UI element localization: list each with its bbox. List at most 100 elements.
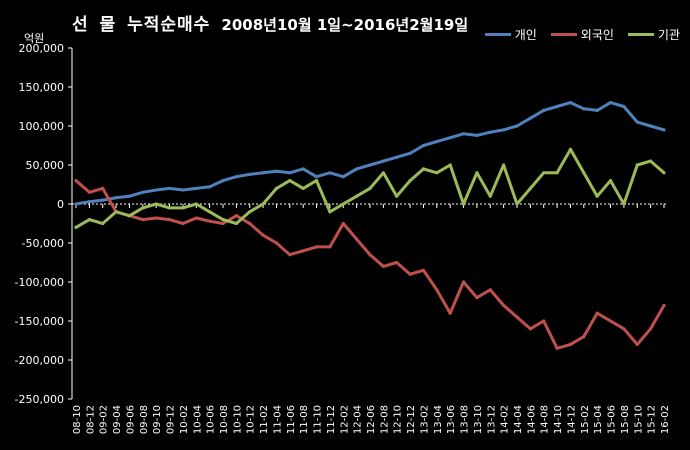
x-tick-label: 11-12 — [326, 405, 337, 434]
data-point — [328, 210, 332, 214]
data-point — [515, 124, 519, 128]
chart-title-period: 2008년10월 1일~2016년2월19일 — [221, 16, 469, 34]
data-point — [141, 218, 145, 222]
data-point — [515, 315, 519, 319]
data-point — [288, 171, 292, 175]
data-point — [208, 219, 212, 223]
data-point — [448, 311, 452, 315]
y-tick-label: -150,000 — [15, 315, 64, 328]
data-point — [114, 210, 118, 214]
data-point — [649, 124, 653, 128]
x-tick-label: 09-10 — [152, 405, 163, 434]
data-point — [194, 216, 198, 220]
data-point — [582, 107, 586, 111]
data-point — [622, 104, 626, 109]
data-point — [87, 190, 91, 194]
data-point — [141, 190, 145, 194]
chart-title: 선 물 누적순매수 2008년10월 1일~2016년2월19일 — [72, 10, 468, 35]
data-point — [381, 171, 385, 175]
data-point — [555, 346, 559, 350]
data-point — [502, 128, 506, 132]
x-tick-label: 14-06 — [526, 405, 537, 434]
x-tick-label: 13-08 — [460, 405, 471, 434]
data-point — [114, 196, 118, 200]
data-point — [461, 132, 466, 136]
data-point — [421, 143, 426, 148]
data-point — [167, 186, 172, 190]
data-point — [395, 155, 399, 159]
data-point — [502, 163, 506, 167]
data-point — [248, 210, 252, 214]
data-point — [515, 202, 519, 206]
x-tick-label: 15-12 — [647, 405, 658, 434]
x-tick-label: 12-06 — [366, 405, 377, 434]
x-tick-label: 14-02 — [500, 405, 511, 434]
data-point — [408, 272, 412, 276]
legend-label-institution: 기관 — [657, 28, 680, 42]
data-point — [74, 202, 78, 206]
data-point — [568, 342, 573, 346]
data-point — [368, 186, 372, 190]
x-tick-label: 12-12 — [406, 405, 417, 434]
x-tick-label: 12-10 — [393, 405, 404, 434]
data-point — [101, 198, 105, 202]
data-point — [475, 171, 479, 175]
data-point — [314, 245, 319, 249]
data-point — [488, 194, 492, 198]
y-tick-label: -250,000 — [15, 393, 64, 406]
data-point — [528, 116, 532, 120]
data-point — [194, 202, 198, 206]
x-tick-label: 10-06 — [206, 405, 217, 434]
data-point — [649, 327, 653, 331]
data-point — [381, 264, 385, 268]
data-point — [301, 249, 305, 253]
x-tick-label: 16-02 — [660, 405, 671, 434]
data-point — [181, 221, 185, 226]
x-tick-label: 15-08 — [620, 405, 631, 434]
data-point — [448, 163, 452, 167]
data-point — [288, 179, 292, 183]
data-point — [328, 245, 332, 249]
data-point — [154, 188, 158, 192]
data-point — [167, 206, 172, 210]
data-point — [635, 342, 639, 346]
data-point — [208, 185, 212, 189]
data-point — [595, 194, 599, 198]
x-tick-label: 11-04 — [272, 405, 283, 434]
x-tick-label: 14-10 — [553, 405, 564, 434]
data-point — [341, 202, 345, 206]
data-point — [194, 186, 198, 190]
legend: 개인 외국인 기관 — [484, 26, 680, 43]
data-point — [368, 163, 372, 167]
x-tick-label: 13-04 — [433, 405, 444, 434]
data-point — [582, 171, 586, 175]
data-point — [221, 221, 225, 226]
y-tick-label: 150,000 — [19, 81, 65, 94]
x-tick-label: 09-04 — [112, 405, 123, 434]
data-point — [461, 202, 466, 206]
x-tick-label: 11-06 — [286, 405, 297, 434]
x-tick-label: 13-02 — [419, 405, 430, 434]
data-point — [274, 169, 279, 173]
data-point — [221, 218, 225, 222]
x-tick-label: 15-02 — [580, 405, 591, 434]
data-point — [355, 237, 359, 241]
y-axis-unit-label: 억원 — [24, 32, 45, 45]
data-point — [568, 147, 573, 151]
data-point — [288, 253, 292, 257]
data-point — [608, 101, 613, 105]
data-point — [154, 216, 158, 220]
data-point — [542, 108, 546, 112]
x-tick-label: 09-08 — [139, 405, 150, 434]
data-point — [261, 233, 265, 237]
data-point — [167, 218, 172, 222]
data-point — [154, 202, 158, 206]
data-point — [248, 221, 252, 226]
legend-item-foreign: 외국인 — [550, 26, 614, 43]
data-point — [74, 179, 78, 183]
data-point — [528, 186, 532, 190]
y-tick-label: 100,000 — [19, 120, 65, 133]
data-point — [649, 159, 653, 163]
x-tick-label: 15-04 — [593, 405, 604, 434]
data-point — [635, 120, 639, 124]
